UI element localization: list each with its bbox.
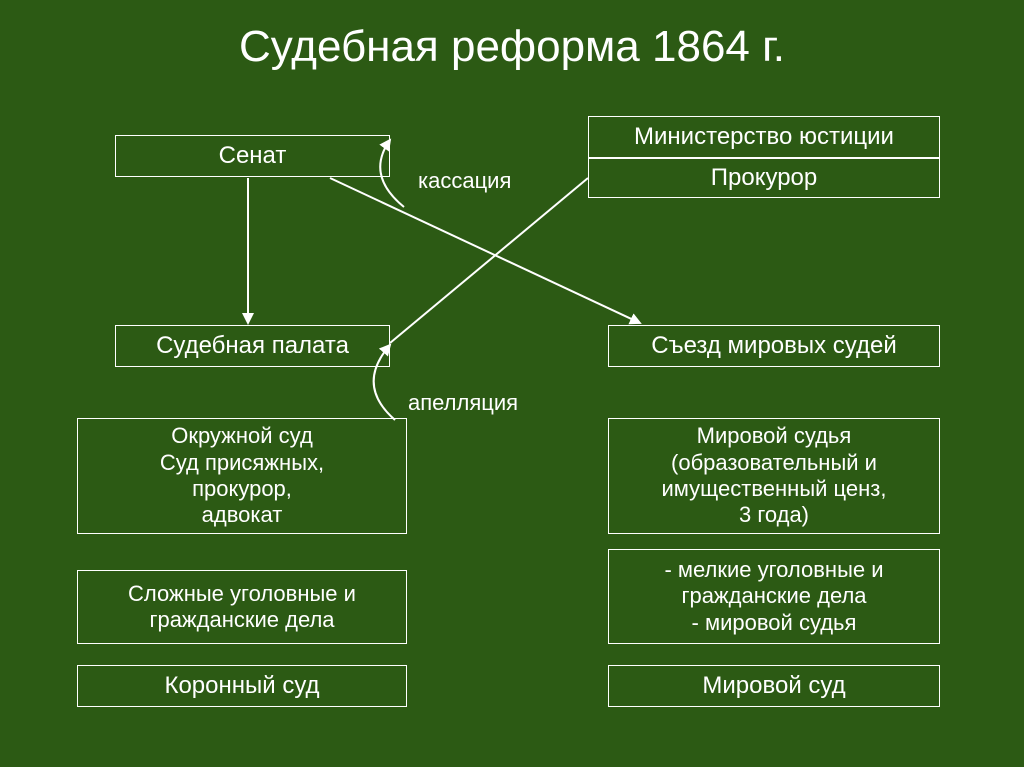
box-crown-label: Коронный суд (164, 672, 319, 701)
box-justice: Мировой судья(образовательный иимуществе… (608, 418, 940, 534)
box-senate-label: Сенат (219, 142, 287, 171)
box-prosecutor: Прокурор (588, 158, 940, 198)
box-minor: - мелкие уголовные игражданские дела- ми… (608, 549, 940, 644)
box-ministry: Министерство юстиции (588, 116, 940, 158)
box-congress-label: Съезд мировых судей (651, 332, 897, 361)
box-chamber-label: Судебная палата (156, 332, 349, 361)
box-congress: Съезд мировых судей (608, 325, 940, 367)
box-justice-label: Мировой судья(образовательный иимуществе… (662, 423, 887, 529)
slide: Судебная реформа 1864 г. Сенат Министерс… (0, 0, 1024, 767)
box-senate: Сенат (115, 135, 390, 177)
label-cassation: кассация (418, 168, 511, 194)
box-peace: Мировой суд (608, 665, 940, 707)
box-complex: Сложные уголовные игражданские дела (77, 570, 407, 644)
box-crown: Коронный суд (77, 665, 407, 707)
box-complex-label: Сложные уголовные игражданские дела (128, 581, 356, 634)
label-appeal: апелляция (408, 390, 518, 416)
slide-title: Судебная реформа 1864 г. (0, 22, 1024, 72)
box-prosecutor-label: Прокурор (711, 164, 818, 193)
box-district-label: Окружной судСуд присяжных,прокурор,адвок… (160, 423, 324, 529)
box-minor-label: - мелкие уголовные игражданские дела- ми… (664, 557, 883, 636)
box-ministry-label: Министерство юстиции (634, 123, 894, 152)
box-peace-label: Мировой суд (702, 672, 845, 701)
box-district: Окружной судСуд присяжных,прокурор,адвок… (77, 418, 407, 534)
box-chamber: Судебная палата (115, 325, 390, 367)
